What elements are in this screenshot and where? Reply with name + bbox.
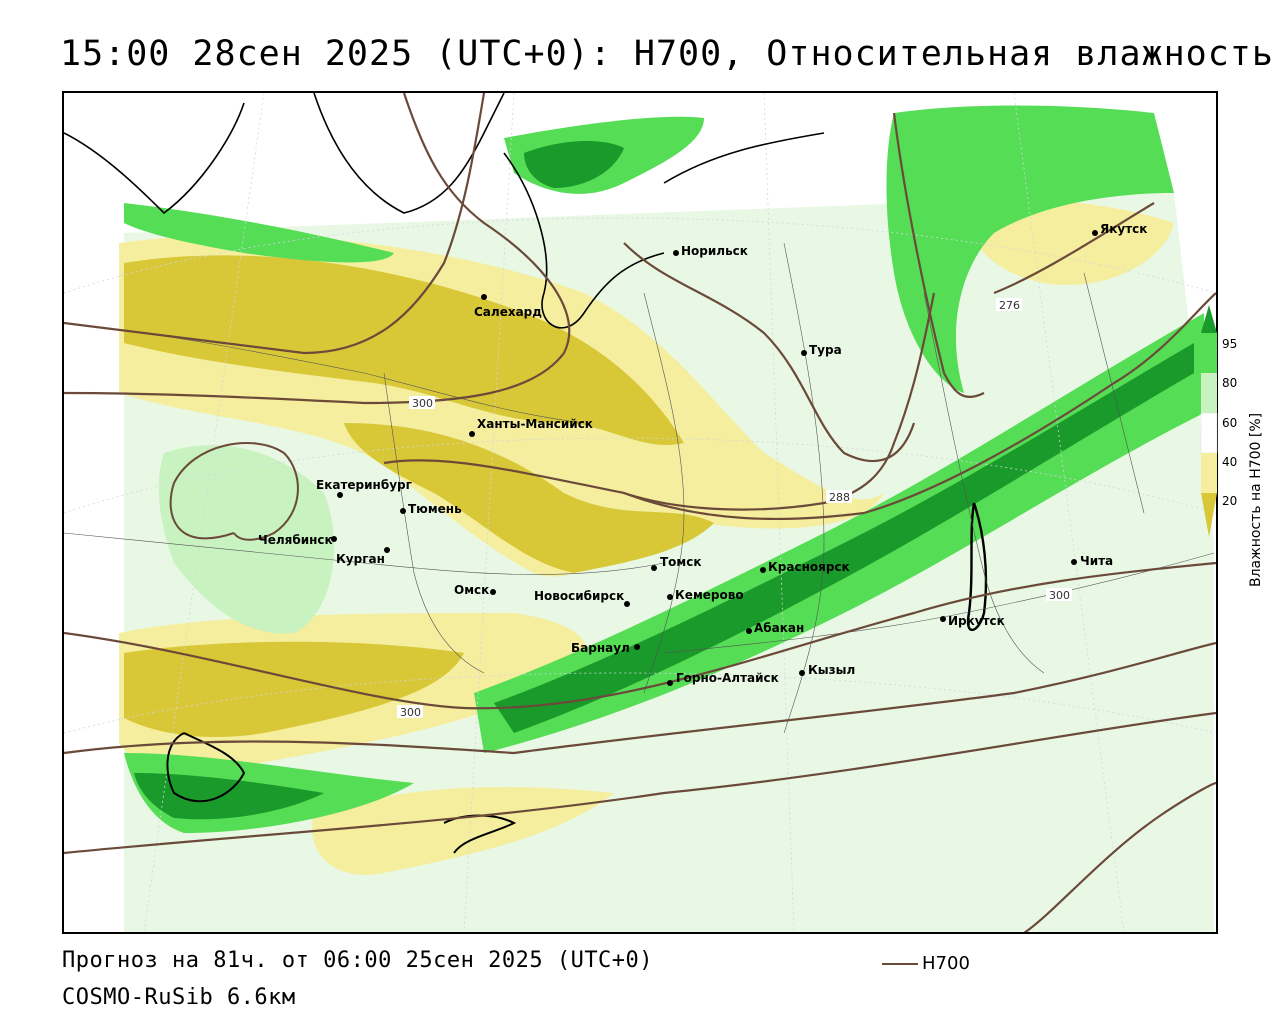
city-label: Омск — [454, 583, 489, 597]
city-yakutsk[interactable]: Якутск — [1092, 222, 1147, 236]
isoline-label-text: 300 — [1049, 589, 1070, 602]
city-salekhard[interactable]: Салехард — [474, 294, 542, 319]
very-wet-zone-southwest — [134, 773, 324, 820]
humidity-colorbar — [1200, 305, 1218, 537]
city-label: Норильск — [681, 244, 748, 258]
isoline-label-text: 288 — [829, 491, 850, 504]
isoline-label-300-north: 300 — [409, 396, 435, 410]
colorbar-tick-40: 40 — [1222, 455, 1238, 469]
city-irkutsk[interactable]: Иркутск — [940, 614, 1005, 628]
city-gorno-altaysk[interactable]: Горно-Алтайск — [667, 671, 779, 686]
isoline-label-text: 300 — [412, 397, 433, 410]
isoline-label-text: 300 — [400, 706, 421, 719]
isoline-legend-label: H700 — [922, 953, 970, 974]
city-label: Абакан — [754, 621, 804, 635]
model-info: COSMO-RuSib 6.6км — [62, 985, 296, 1010]
isoline-label-276: 276 — [996, 298, 1022, 312]
city-krasnoyarsk[interactable]: Красноярск — [760, 560, 850, 574]
wet-zone-northwest — [124, 203, 394, 263]
city-label: Иркутск — [948, 614, 1005, 628]
isoline-label-300-east: 300 — [1046, 588, 1072, 602]
city-barnaul[interactable]: Барнаул — [571, 641, 640, 655]
city-label: Барнаул — [571, 641, 630, 655]
very-wet-zone-arctic — [524, 141, 624, 188]
h700-isolines — [64, 93, 1216, 932]
colorbar-tick-20: 20 — [1222, 494, 1238, 508]
city-kyzyl[interactable]: Кызыл — [799, 663, 855, 677]
colorbar-tick-60: 60 — [1222, 416, 1238, 430]
city-label: Курган — [336, 552, 385, 566]
isoline-legend: H700 — [882, 953, 970, 974]
graticule — [64, 93, 1216, 932]
city-tomsk[interactable]: Томск — [651, 555, 702, 571]
city-tura[interactable]: Тура — [801, 343, 842, 357]
city-kurgan[interactable]: Курган — [336, 547, 390, 566]
weather-map[interactable]: 300 288 276 300 300 — [62, 91, 1218, 934]
colorbar-tick-95: 95 — [1222, 337, 1238, 351]
city-label: Кызыл — [808, 663, 855, 677]
city-label: Кемерово — [675, 588, 744, 602]
city-omsk[interactable]: Омск — [454, 583, 496, 597]
city-label: Челябинск — [258, 533, 333, 547]
city-label: Екатеринбург — [316, 478, 412, 492]
map-canvas: 300 288 276 300 300 — [64, 93, 1216, 932]
city-label: Чита — [1080, 554, 1113, 568]
city-label: Тюмень — [408, 502, 462, 516]
very-dry-zone-north — [124, 255, 684, 446]
isoline-legend-swatch — [882, 963, 918, 965]
colorbar-title-wrap: Влажность на H700 [%] — [1246, 355, 1266, 595]
isoline-label-text: 276 — [999, 299, 1020, 312]
colorbar-segment-wet — [1201, 333, 1217, 373]
wet-zone-northeast — [886, 105, 1174, 393]
city-label: Красноярск — [768, 560, 850, 574]
city-kemerovo[interactable]: Кемерово — [667, 588, 744, 602]
very-wet-band-main — [494, 343, 1194, 733]
colorbar-title: Влажность на H700 [%] — [1248, 412, 1264, 587]
city-label: Ханты-Мансийск — [477, 417, 593, 431]
isoline-labels: 300 288 276 300 300 — [397, 298, 1072, 719]
city-khanty-mansiysk[interactable]: Ханты-Мансийск — [469, 417, 593, 437]
city-tyumen[interactable]: Тюмень — [400, 502, 462, 516]
city-abakan[interactable]: Абакан — [746, 621, 804, 635]
isoline-label-300-south: 300 — [397, 705, 423, 719]
city-label: Салехард — [474, 305, 542, 319]
colorbar-segment-dry — [1201, 453, 1217, 493]
isoline-label-288: 288 — [826, 490, 852, 504]
city-label: Якутск — [1100, 222, 1147, 236]
colorbar-top-arrow — [1201, 305, 1217, 333]
city-label: Горно-Алтайск — [676, 671, 779, 685]
forecast-info: Прогноз на 81ч. от 06:00 25сен 2025 (UTC… — [62, 948, 654, 973]
city-label: Тура — [809, 343, 842, 357]
colorbar-tick-80: 80 — [1222, 376, 1238, 390]
city-chelyabinsk[interactable]: Челябинск — [258, 533, 337, 547]
colorbar-segment-neutral — [1200, 412, 1218, 454]
map-title: 15:00 28сен 2025 (UTC+0): H700, Относите… — [60, 34, 1274, 74]
cities: Салехард Норильск Якутск Тура Ханты-Манс… — [258, 222, 1147, 686]
coastlines — [64, 93, 988, 854]
city-label: Томск — [660, 555, 702, 569]
city-norilsk[interactable]: Норильск — [673, 244, 748, 258]
city-yekaterinburg[interactable]: Екатеринбург — [316, 478, 412, 498]
colorbar-segment-moist — [1201, 373, 1217, 413]
city-chita[interactable]: Чита — [1071, 554, 1113, 568]
city-novosibirsk[interactable]: Новосибирск — [534, 589, 630, 607]
city-label: Новосибирск — [534, 589, 624, 603]
colorbar-bottom-arrow — [1201, 493, 1217, 537]
very-dry-zone-south — [124, 641, 464, 738]
